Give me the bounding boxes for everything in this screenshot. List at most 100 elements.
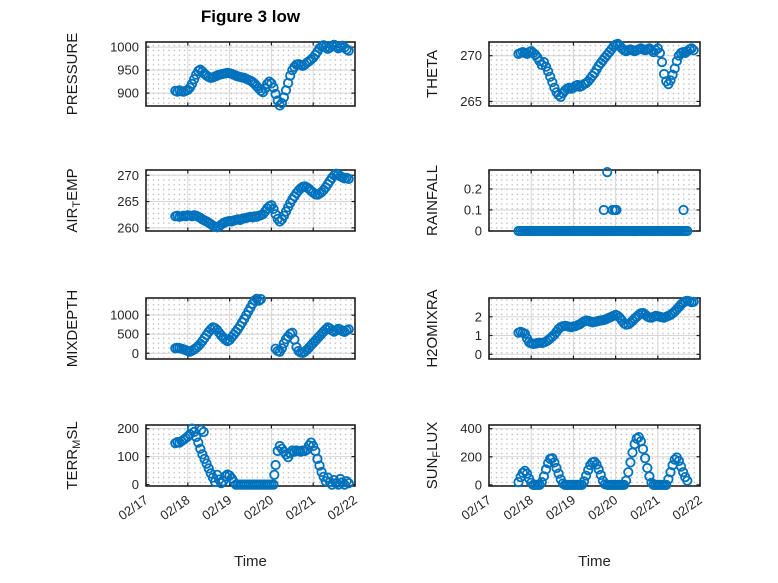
data-points bbox=[170, 168, 354, 233]
subplot-h2omixra: 0 1 2 H2OMIXRA bbox=[424, 289, 701, 368]
x-tick-label: 02/22 bbox=[669, 492, 704, 523]
x-tick-label: 02/22 bbox=[324, 492, 359, 523]
data-point-marker bbox=[270, 459, 281, 471]
data-points bbox=[170, 39, 354, 111]
data-point-marker bbox=[253, 295, 264, 306]
y-tick-label: 0 bbox=[475, 224, 482, 239]
data-point-marker bbox=[593, 464, 604, 475]
y-tick-label: 1 bbox=[475, 328, 482, 343]
data-point-marker bbox=[517, 467, 528, 478]
data-point-marker bbox=[545, 71, 556, 82]
data-point-marker bbox=[196, 424, 207, 435]
x-tick-label: 02/20 bbox=[585, 492, 620, 523]
subplot-air-temp: 260 265 270 AIRTEMP bbox=[64, 168, 356, 235]
data-point-marker bbox=[540, 464, 552, 475]
x-tick-label: 02/17 bbox=[458, 492, 493, 523]
axes-box bbox=[488, 41, 701, 107]
data-point-marker bbox=[341, 476, 352, 487]
subplot-rainfall: 0 0.1 0.2 RAINFALL bbox=[424, 165, 701, 239]
data-point-marker bbox=[251, 293, 262, 304]
data-point-marker bbox=[276, 98, 287, 109]
data-point-marker bbox=[193, 437, 204, 448]
data-point-marker bbox=[656, 56, 668, 68]
y-tick-label: 900 bbox=[117, 86, 139, 101]
data-point-marker bbox=[671, 56, 682, 67]
data-point-marker bbox=[269, 469, 280, 480]
x-tick-label: 02/21 bbox=[283, 492, 318, 523]
data-point-marker bbox=[193, 65, 204, 77]
data-point-marker bbox=[661, 76, 672, 87]
y-tick-label: 1000 bbox=[110, 308, 139, 323]
data-point-marker bbox=[661, 479, 672, 490]
data-point-marker bbox=[513, 476, 524, 488]
data-point-marker bbox=[343, 478, 354, 489]
subplot-theta: 265 270 THETA bbox=[424, 38, 701, 109]
data-point-marker bbox=[677, 467, 689, 478]
y-axis-label: SUNFLUX bbox=[424, 422, 443, 490]
data-point-marker bbox=[287, 327, 298, 338]
data-point-marker bbox=[623, 467, 634, 478]
minor-grid bbox=[490, 171, 699, 230]
data-point-marker bbox=[682, 475, 693, 486]
y-tick-label: 200 bbox=[117, 421, 139, 436]
data-point-marker bbox=[551, 462, 562, 474]
axes-box bbox=[145, 41, 356, 107]
x-tick-label: 02/18 bbox=[157, 492, 192, 523]
data-points bbox=[513, 295, 699, 350]
data-point-marker bbox=[675, 461, 687, 472]
data-point-marker bbox=[201, 458, 212, 469]
x-tick-label: 02/21 bbox=[627, 492, 662, 523]
y-tick-label: 0.1 bbox=[464, 202, 482, 217]
data-point-marker bbox=[602, 167, 613, 178]
data-point-marker bbox=[542, 66, 554, 77]
y-axis-label: AIRTEMP bbox=[64, 168, 83, 232]
data-points bbox=[513, 38, 699, 103]
data-point-marker bbox=[343, 173, 354, 184]
data-point-marker bbox=[688, 45, 699, 56]
data-point-marker bbox=[314, 460, 325, 471]
subplot-pressure: 900 950 1000 PRESSURE bbox=[64, 33, 356, 116]
y-axis-label: PRESSURE bbox=[64, 33, 81, 116]
y-tick-label: 0 bbox=[475, 347, 482, 362]
y-tick-label: 265 bbox=[117, 194, 139, 209]
y-axis-label: MIXDEPTH bbox=[64, 290, 81, 368]
data-point-marker bbox=[665, 75, 676, 86]
y-tick-label: 265 bbox=[460, 94, 482, 109]
data-point-marker bbox=[578, 476, 590, 487]
data-point-marker bbox=[316, 466, 327, 478]
major-grid bbox=[489, 170, 700, 231]
y-axis-label: THETA bbox=[424, 50, 441, 98]
data-point-marker bbox=[270, 88, 281, 100]
y-tick-label: 260 bbox=[117, 220, 139, 235]
y-tick-label: 2 bbox=[475, 309, 482, 324]
data-point-marker bbox=[312, 453, 323, 464]
data-point-marker bbox=[583, 464, 594, 476]
subplot-mixdepth: 0 500 1000 MIXDEPTH bbox=[64, 290, 356, 368]
y-tick-label: 400 bbox=[460, 421, 482, 436]
y-axis-label: TERRMSL bbox=[64, 421, 83, 489]
axes-box bbox=[488, 424, 701, 487]
data-point-marker bbox=[667, 69, 678, 81]
data-point-marker bbox=[255, 293, 266, 305]
y-tick-label: 950 bbox=[117, 63, 139, 78]
data-point-marker bbox=[595, 469, 606, 481]
data-point-marker bbox=[625, 457, 636, 468]
data-point-marker bbox=[203, 463, 214, 474]
data-point-marker bbox=[580, 470, 592, 481]
data-point-marker bbox=[637, 443, 649, 455]
data-point-marker bbox=[268, 82, 279, 93]
y-tick-label: 270 bbox=[117, 168, 139, 183]
y-tick-label: 270 bbox=[460, 48, 482, 63]
axes-box bbox=[145, 169, 356, 232]
data-point-marker bbox=[611, 204, 622, 216]
data-point-marker bbox=[534, 479, 545, 490]
data-point-marker bbox=[220, 334, 231, 345]
data-point-marker bbox=[549, 457, 560, 468]
data-point-marker bbox=[519, 328, 531, 339]
x-axis-label-right: Time bbox=[578, 553, 611, 570]
data-points bbox=[513, 167, 693, 237]
data-point-marker bbox=[285, 70, 296, 81]
data-point-marker bbox=[191, 431, 202, 443]
